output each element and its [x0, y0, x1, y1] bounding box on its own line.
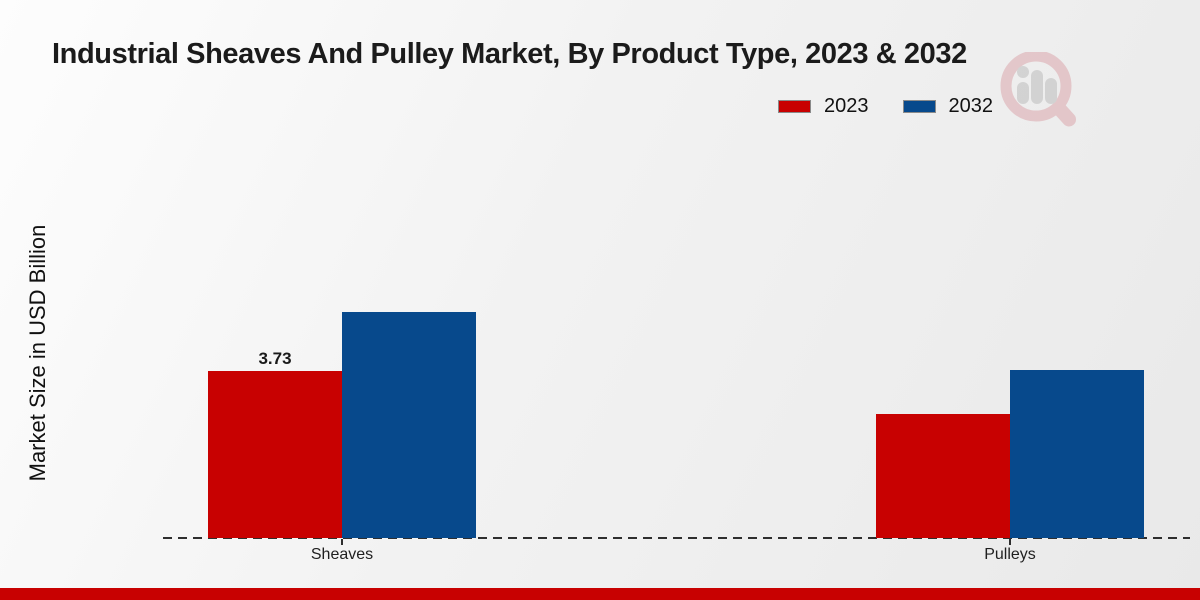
bar-2032-sheaves	[342, 312, 476, 538]
x-axis-line	[163, 537, 1190, 539]
legend: 2023 2032	[778, 95, 993, 118]
bar-2023-sheaves	[208, 371, 342, 538]
x-category-label-sheaves: Sheaves	[310, 546, 374, 563]
x-tick-sheaves	[341, 539, 343, 545]
x-tick-pulleys	[1009, 539, 1011, 545]
x-category-label-pulleys: Pulleys	[984, 546, 1036, 563]
chart-title: Industrial Sheaves And Pulley Market, By…	[52, 38, 967, 70]
footer-accent-bar	[0, 588, 1200, 600]
legend-swatch-2032-icon	[902, 100, 936, 113]
bar-2023-pulleys	[876, 414, 1010, 538]
magnifier-bar-chart-logo-icon	[998, 50, 1086, 137]
legend-label-2032: 2032	[948, 95, 994, 117]
bar-2032-pulleys	[1010, 370, 1144, 538]
legend-item-2032: 2032	[902, 95, 994, 118]
legend-item-2023: 2023	[778, 95, 869, 118]
legend-label-2023: 2023	[824, 95, 869, 117]
legend-swatch-2023-icon	[778, 100, 811, 113]
bar-value-label-2023-sheaves: 3.73	[258, 349, 292, 368]
